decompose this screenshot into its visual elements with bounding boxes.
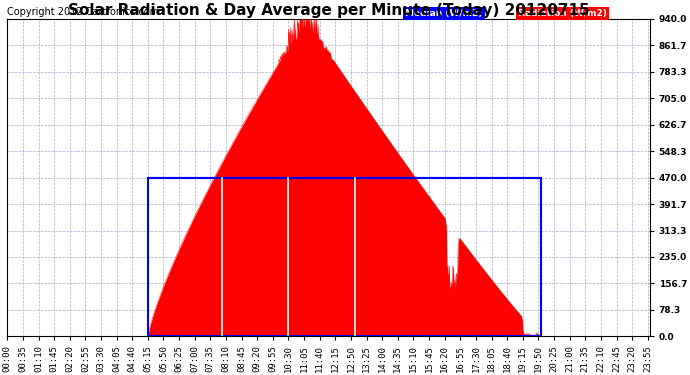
- Title: Solar Radiation & Day Average per Minute (Today) 20120715: Solar Radiation & Day Average per Minute…: [68, 3, 589, 18]
- Text: Median (W/m2): Median (W/m2): [406, 9, 483, 18]
- Text: Radiation (W/m2): Radiation (W/m2): [518, 9, 607, 18]
- Text: Copyright 2012 Cartronics.com: Copyright 2012 Cartronics.com: [8, 8, 159, 17]
- Bar: [148, 178, 541, 336]
